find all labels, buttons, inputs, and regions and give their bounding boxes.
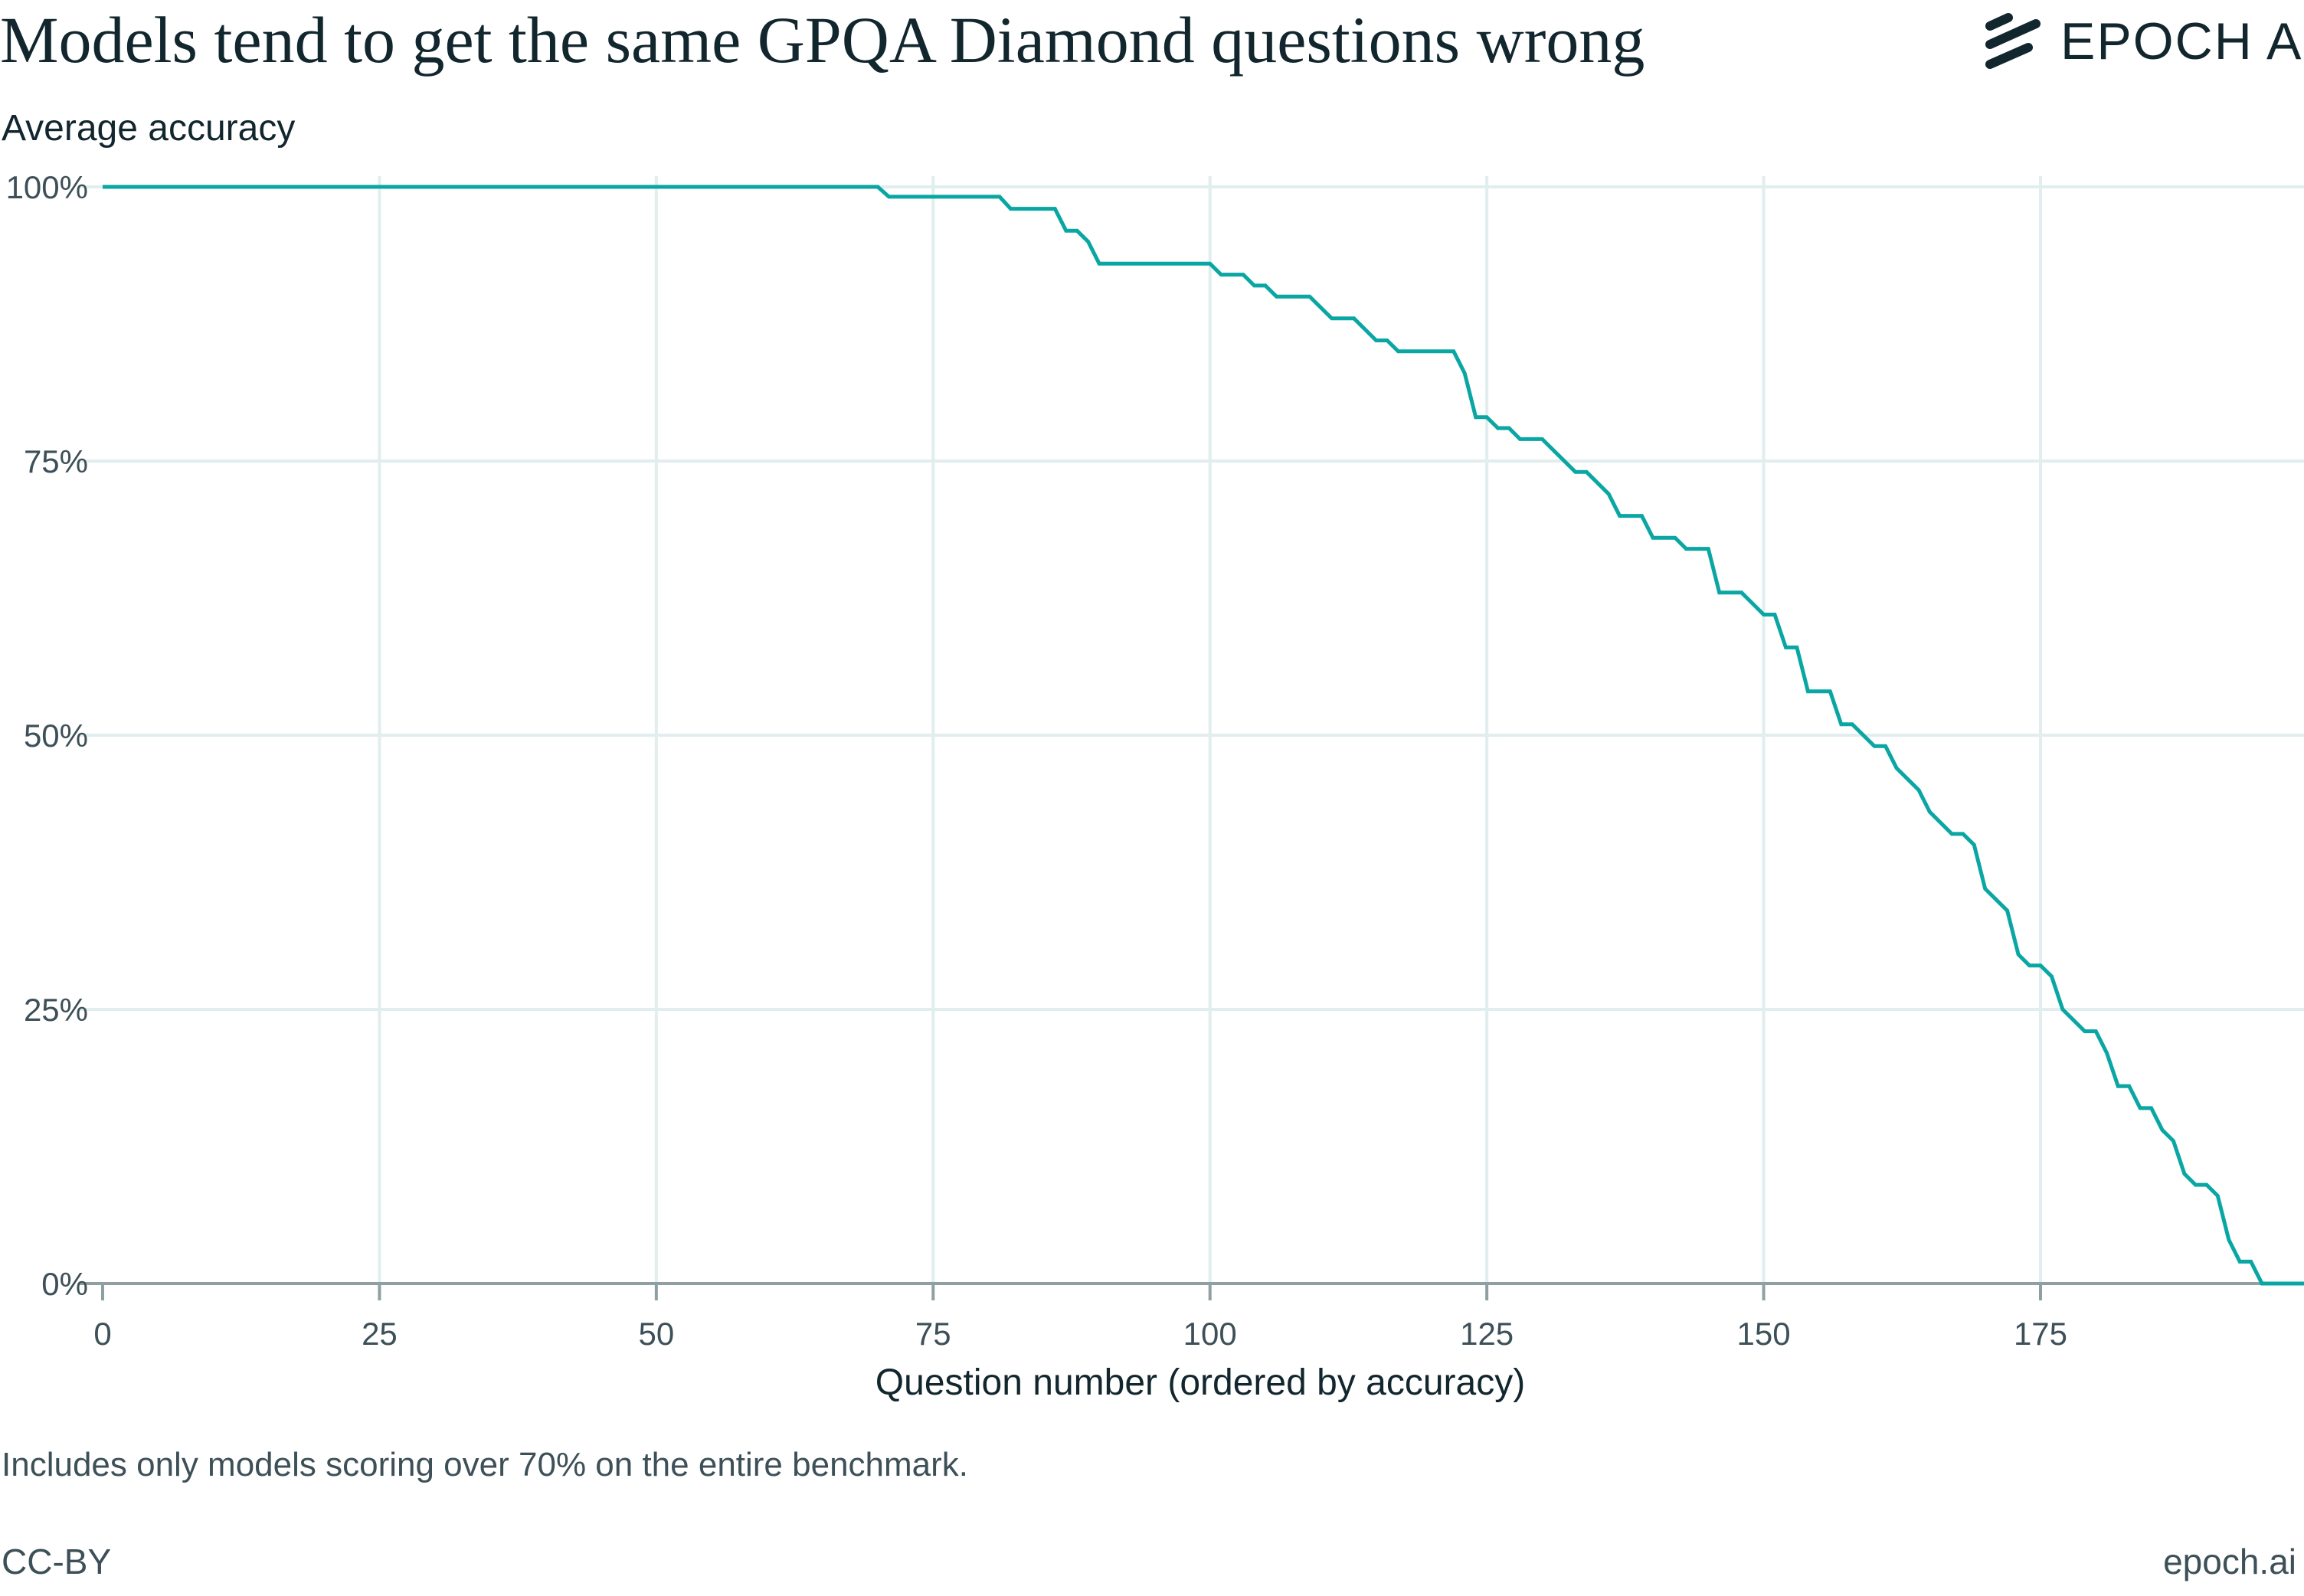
x-tick-label: 100 bbox=[1183, 1316, 1237, 1352]
x-tick-label: 175 bbox=[2014, 1316, 2067, 1352]
x-tick-label: 150 bbox=[1737, 1316, 1791, 1352]
y-tick-label: 75% bbox=[24, 443, 88, 479]
x-tick-label: 25 bbox=[362, 1316, 398, 1352]
x-tick-label: 125 bbox=[1460, 1316, 1514, 1352]
y-tick-label: 25% bbox=[24, 992, 88, 1028]
gridlines bbox=[80, 176, 2304, 1300]
x-axis-title: Question number (ordered by accuracy) bbox=[875, 1362, 1526, 1403]
y-tick-label: 50% bbox=[24, 718, 88, 754]
chart-title: Models tend to get the same GPQA Diamond… bbox=[0, 3, 1645, 77]
x-tick-label: 50 bbox=[638, 1316, 674, 1352]
series-layer bbox=[103, 185, 2304, 1286]
epoch-stripes-icon bbox=[1985, 13, 2041, 69]
site-link[interactable]: epoch.ai bbox=[2163, 1542, 2296, 1581]
footnote: Includes only models scoring over 70% on… bbox=[2, 1446, 969, 1483]
y-tick-label: 0% bbox=[41, 1266, 88, 1302]
accuracy-line bbox=[103, 185, 2304, 1286]
license-label: CC-BY bbox=[2, 1542, 112, 1581]
x-tick-label: 0 bbox=[93, 1316, 111, 1352]
brand-logo: EPOCH AI bbox=[1982, 11, 2304, 72]
brand-name: EPOCH AI bbox=[2060, 12, 2304, 70]
y-tick-label: 100% bbox=[6, 169, 88, 205]
x-tick-label: 75 bbox=[915, 1316, 951, 1352]
y-axis-title: Average accuracy bbox=[2, 108, 296, 149]
tick-labels: 0% 25% 50% 75% 100% 0 25 50 75 100 125 150 175 bbox=[6, 169, 2067, 1352]
